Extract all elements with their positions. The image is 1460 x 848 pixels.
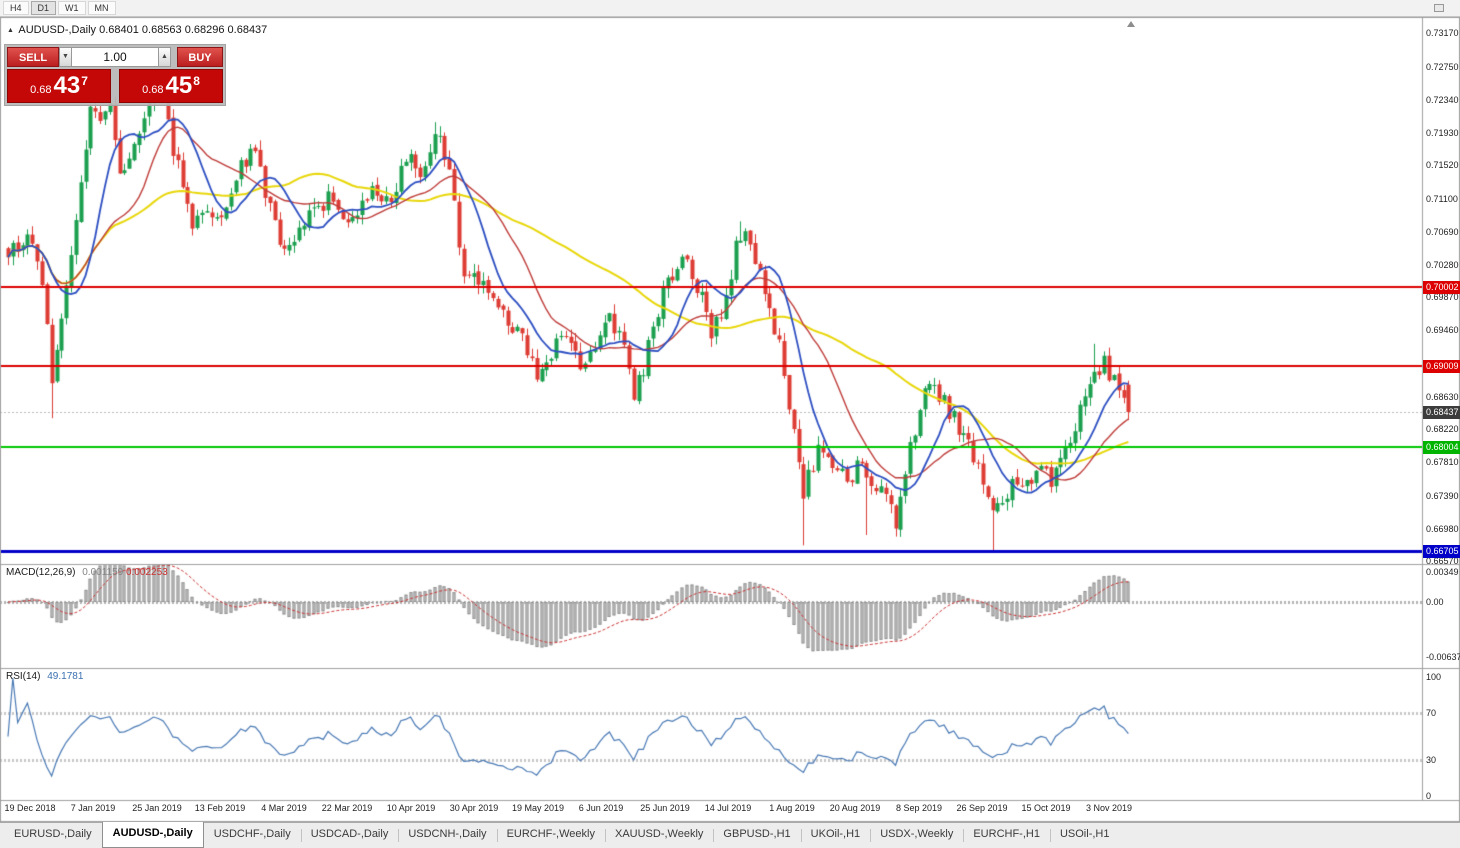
chart-symbol: AUDUSD-,Daily — [18, 24, 97, 36]
rsi-name: RSI(14) — [6, 671, 41, 682]
macd-main-value: 0.001159 — [82, 567, 124, 578]
sell-price-display[interactable]: 0.68 43 7 — [7, 69, 111, 103]
chart-shift-marker-icon — [1127, 21, 1135, 27]
sell-price-prefix: 0.68 — [30, 84, 52, 96]
tab-eurchf-weekly[interactable]: EURCHF-,Weekly — [496, 823, 605, 848]
chart-ohlc: 0.68401 0.68563 0.68296 0.68437 — [99, 24, 268, 36]
tab-usdchf-daily[interactable]: USDCHF-,Daily — [213, 828, 291, 840]
timeframe-button-h4[interactable]: H4 — [3, 1, 29, 15]
volume-input[interactable]: 1.00 — [72, 47, 158, 67]
tab-usoil-h1[interactable]: USOil-,H1 — [1049, 823, 1120, 848]
tab-audusd-daily[interactable]: AUDUSD-,Daily — [101, 822, 204, 848]
sell-price-sup: 7 — [81, 74, 88, 88]
price-chart-canvas[interactable] — [0, 17, 1460, 822]
tab-usdx-weekly[interactable]: USDX-,Weekly — [870, 823, 963, 848]
rsi-indicator-label: RSI(14) 49.1781 — [6, 671, 83, 682]
one-click-trading-widget: SELL ▼ 1.00 ▲ BUY 0.68 43 7 0.68 45 8 — [4, 44, 226, 106]
buy-price-sup: 8 — [193, 74, 200, 88]
tab-gbpusd-h1[interactable]: GBPUSD-,H1 — [713, 823, 800, 848]
chart-tab-bar: EURUSD-,Daily AUDUSD-,Daily USDCHF-,Daily U… — [0, 822, 1460, 848]
sell-price-big: 43 — [53, 72, 81, 99]
chart-window: ▲ AUDUSD-,Daily 0.68401 0.68563 0.68296 … — [0, 17, 1460, 822]
buy-price-big: 45 — [165, 72, 193, 99]
timeframe-button-d1[interactable]: D1 — [30, 1, 57, 15]
volume-decrease-button[interactable]: ▼ — [59, 47, 72, 67]
macd-name: MACD(12,26,9) — [6, 567, 76, 578]
timeframe-button-w1[interactable]: W1 — [58, 1, 86, 15]
timeframe-buttons: H4 D1 W1 MN — [3, 1, 116, 15]
buy-price-prefix: 0.68 — [142, 84, 164, 96]
window-button[interactable] — [1434, 4, 1444, 12]
macd-indicator-label: MACD(12,26,9) 0.001159 0.002253 — [6, 567, 168, 578]
buy-button[interactable]: BUY — [177, 47, 223, 67]
sell-button[interactable]: SELL — [7, 47, 59, 67]
tab-xauusd-weekly[interactable]: XAUUSD-,Weekly — [604, 823, 713, 848]
tab-eurchf-h1[interactable]: EURCHF-,H1 — [963, 823, 1050, 848]
timeframe-button-mn[interactable]: MN — [87, 1, 116, 15]
rsi-value: 49.1781 — [47, 671, 84, 682]
chart-title: ▲ AUDUSD-,Daily 0.68401 0.68563 0.68296 … — [7, 24, 267, 36]
tab-usdcad-daily[interactable]: USDCAD-,Daily — [300, 823, 399, 848]
tab-ukoil-h1[interactable]: UKOil-,H1 — [800, 823, 871, 848]
tab-usdcnh-daily[interactable]: USDCNH-,Daily — [398, 823, 496, 848]
timeframe-toolbar: H4 D1 W1 MN — [0, 0, 1460, 17]
volume-increase-button[interactable]: ▲ — [158, 47, 171, 67]
macd-signal-value: 0.002253 — [126, 567, 168, 578]
buy-price-display[interactable]: 0.68 45 8 — [119, 69, 223, 103]
tab-eurusd-daily[interactable]: EURUSD-,Daily — [14, 828, 92, 840]
symbol-marker-icon: ▲ — [7, 27, 14, 34]
